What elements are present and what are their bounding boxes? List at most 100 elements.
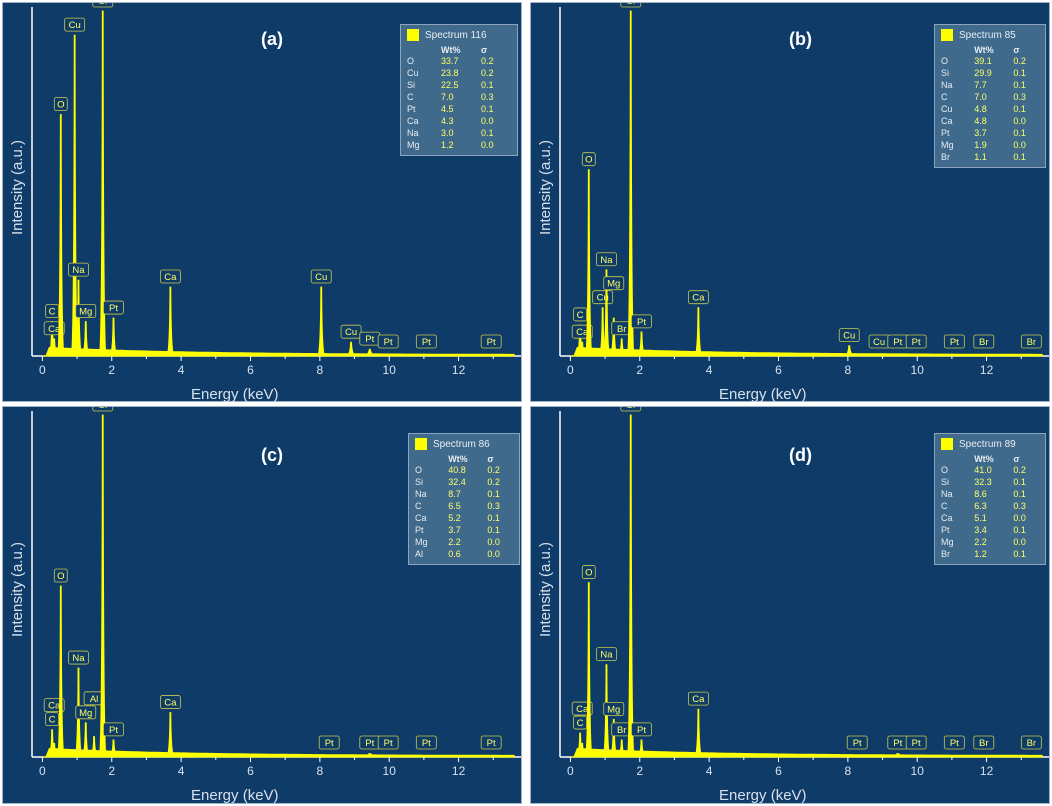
sigma-cell: 0.1 [481,128,494,138]
wt-percent-cell: 2.2 [448,537,461,547]
peak-cu [346,341,356,357]
peak-label-box [603,276,625,291]
sigma-cell: 0.3 [1013,92,1026,102]
peak-mg [81,722,91,758]
peak-label-si: Si [99,3,107,7]
wt-percent-cell: 2.2 [974,537,987,547]
spectrum-panel-d: 0 2 4 6 8 10 12 C Ca O Na Mg Br Si Pt Ca Pt Pt Pt Pt Br Br In… [530,406,1050,804]
x-tick-label: 4 [706,363,713,377]
peak-label-na: Na [72,265,85,276]
element-cell: Al [415,549,424,559]
table-row: Na 8.6 0.1 [941,488,1039,500]
element-cell: Si [941,68,950,78]
element-cell: O [415,465,423,475]
peak-label-box [592,290,614,305]
legend-swatch-b [941,29,953,41]
table-row: Br 1.1 0.1 [941,151,1039,163]
table-row: Al 0.6 0.0 [415,548,513,560]
table-row: Pt 4.5 0.1 [407,103,507,115]
y-axis-label-a: Intensity (a.u.) [9,139,26,235]
sigma-cell: 0.3 [1013,501,1026,511]
x-tick-label: 10 [383,764,397,778]
x-tick-label: 6 [247,363,254,377]
x-tick-label: 2 [108,764,115,778]
element-cell: C [415,501,422,511]
peak-label-box [377,334,399,349]
peak-label-c: C [49,307,56,318]
peak-label-box [838,328,860,343]
peak-cu [70,34,79,357]
peak-label-box [905,334,927,349]
header-cell: Wt% [448,454,468,464]
peak-o [56,585,66,758]
element-cell: Ca [415,513,427,523]
x-axis-label-d: Energy (keV) [719,787,807,804]
sigma-cell: 0.1 [1013,549,1026,559]
element-cell: Si [941,477,950,487]
sigma-cell: 0.1 [1013,128,1026,138]
peak-label-box [310,269,332,284]
sigma-cell: 0.0 [1013,513,1026,523]
peak-label-pt: Pt [893,738,902,749]
table-row: Mg 2.2 0.0 [415,536,513,548]
peak-label-pt: Pt [422,337,431,348]
table-row: Mg 2.2 0.0 [941,536,1039,548]
element-cell: Br [941,549,950,559]
table-row: Na 3.0 0.1 [407,127,507,139]
peak-label-box [103,722,124,737]
wt-percent-cell: 3.7 [974,128,987,138]
peak-label-c: C [577,718,584,729]
peak-label-box [45,712,60,727]
wt-percent-cell: 22.5 [441,80,459,90]
peak-label-na: Na [72,653,85,664]
element-cell: Na [941,489,953,499]
element-cell: Mg [415,537,428,547]
table-row: Si 22.5 0.1 [407,79,507,91]
peak-si [98,10,107,357]
x-tick-label: 4 [178,764,185,778]
wt-percent-cell: 1.2 [441,140,454,150]
peak-o [56,114,66,357]
peak-label-box [75,304,97,318]
sigma-cell: 0.2 [1013,56,1026,66]
peak-label-ca: Ca [576,704,589,715]
element-cell: Pt [407,104,416,114]
x-tick-label: 2 [636,764,643,778]
table-row: Cu 4.8 0.1 [941,103,1039,115]
peak-label-o: O [57,571,64,582]
peak-mg [609,317,619,357]
table-row: Mg 1.2 0.0 [407,139,507,151]
peak-label-box [103,300,124,315]
sigma-cell: 0.3 [487,501,500,511]
peak-label-si: Si [99,407,107,411]
x-tick-label: 12 [980,363,994,377]
peak-label-box [415,735,437,750]
peak-label-box [631,722,652,737]
wt-percent-cell: 1.9 [974,140,987,150]
spectrum-plot-b: 024681012CCaOCuNaMgBrSiPtCaCuCuPtPtPtBrB… [559,3,1049,377]
table-row: Br 1.2 0.1 [941,548,1039,560]
y-axis-label-d: Intensity (a.u.) [537,541,554,637]
wt-percent-cell: 6.5 [448,501,461,511]
element-cell: Mg [941,537,954,547]
peak-label-box [53,97,68,111]
header-element [407,45,441,55]
table-row: Ca 4.3 0.0 [407,115,507,127]
element-cell: Cu [407,68,419,78]
sigma-cell: 0.0 [1013,537,1026,547]
header-cell: Wt% [974,454,994,464]
wt-percent-cell: 4.8 [974,104,987,114]
wt-percent-cell: 1.2 [974,549,987,559]
peak-label-ca: Ca [48,701,61,712]
peak-label-pt: Pt [384,337,393,348]
x-tick-label: 10 [383,363,397,377]
peak-label-box [973,334,995,349]
x-tick-label: 8 [845,764,852,778]
peak-label-cu: Cu [315,272,327,283]
wt-percent-cell: 4.8 [974,116,987,126]
peak-label-mg: Mg [607,279,620,290]
peak-ca [694,307,703,357]
peak-label-si: Si [627,407,635,411]
legend-title-d: Spectrum 89 [959,438,1016,450]
table-row: C 6.5 0.3 [415,500,513,512]
